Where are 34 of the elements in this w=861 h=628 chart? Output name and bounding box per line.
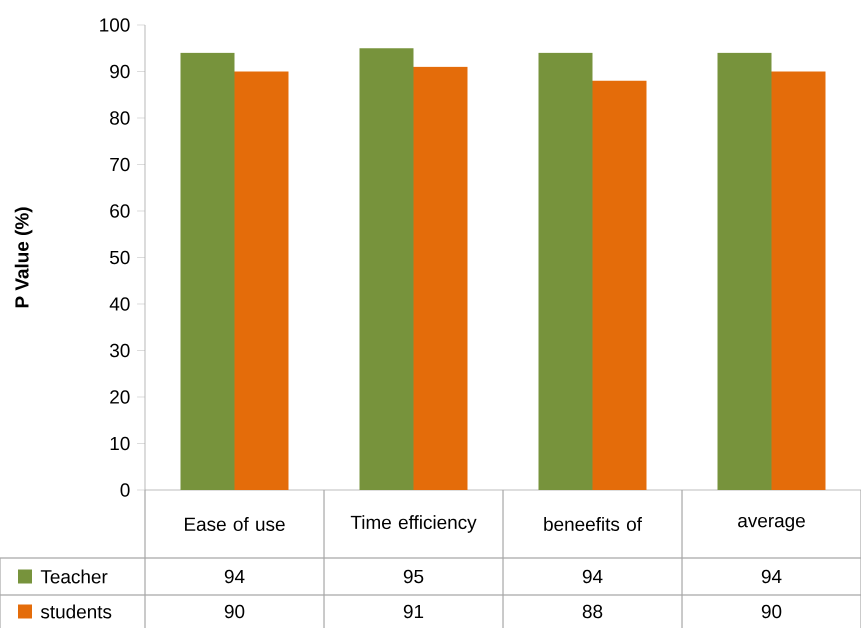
y-tick-label: 70 xyxy=(110,158,130,172)
x-tick-label: beneefits of xyxy=(544,517,642,531)
bar xyxy=(234,71,288,490)
data-label: 94 xyxy=(762,570,782,584)
data-label: 94 xyxy=(582,570,602,584)
bar xyxy=(592,80,646,490)
legend-label: students xyxy=(40,604,112,618)
data-label: 90 xyxy=(762,604,782,618)
data-label: 94 xyxy=(224,570,244,584)
bar xyxy=(772,71,826,490)
bar xyxy=(360,48,414,490)
legend-label: Teacher xyxy=(40,570,108,584)
bar xyxy=(180,52,234,490)
y-axis-title: P Value (%) xyxy=(14,207,32,308)
bar xyxy=(718,52,772,490)
x-tick-label: average xyxy=(738,516,805,532)
x-tick-label: Ease of use xyxy=(185,517,285,531)
y-tick-label: 80 xyxy=(110,111,130,125)
y-tick-label: 10 xyxy=(110,436,130,450)
y-tick-label: 60 xyxy=(110,204,130,218)
y-tick-label: 90 xyxy=(110,64,130,78)
y-tick-label: 40 xyxy=(110,297,130,311)
data-label: 95 xyxy=(404,570,424,584)
data-label: 90 xyxy=(224,604,244,618)
y-tick-label: 30 xyxy=(110,344,130,358)
x-tick-label: Time efficiency xyxy=(350,515,477,533)
data-label: 91 xyxy=(404,604,424,618)
y-tick-label: 20 xyxy=(110,390,130,404)
bar xyxy=(538,52,592,490)
bar xyxy=(414,66,468,490)
y-tick-label: 100 xyxy=(100,18,130,32)
y-tick-label: 0 xyxy=(120,483,130,497)
data-label: 88 xyxy=(582,604,602,618)
y-tick-label: 50 xyxy=(110,250,130,264)
